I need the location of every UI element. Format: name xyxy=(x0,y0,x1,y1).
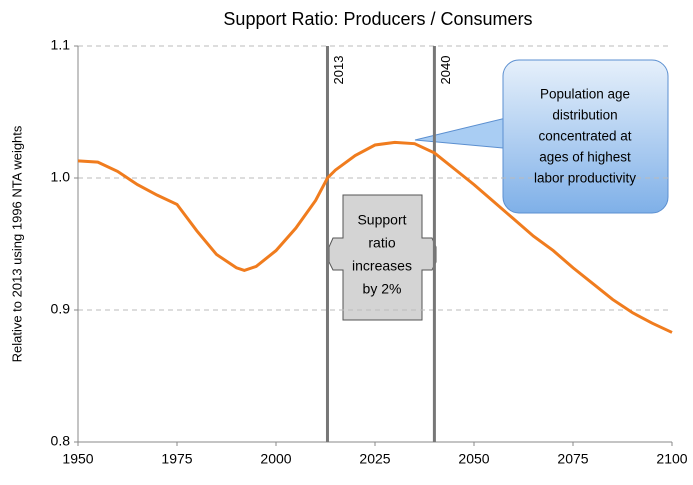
callout-text: distribution xyxy=(552,108,617,123)
note-text: by 2% xyxy=(363,281,402,297)
note-text: increases xyxy=(352,258,412,274)
x-tick-label: 2100 xyxy=(656,451,687,467)
callout-text: Population age xyxy=(540,87,630,102)
note-text: Support xyxy=(357,212,406,228)
y-tick-label: 1.0 xyxy=(51,169,71,185)
y-tick-label: 0.9 xyxy=(51,301,71,317)
reference-label: 2013 xyxy=(331,56,346,85)
callout-pointer xyxy=(414,117,507,149)
note-text: ratio xyxy=(368,235,395,251)
x-tick-label: 1950 xyxy=(62,451,93,467)
y-tick-label: 1.1 xyxy=(51,37,71,53)
y-tick-label: 0.8 xyxy=(51,433,71,449)
x-tick-label: 2025 xyxy=(359,451,390,467)
data-line xyxy=(77,140,673,334)
y-axis-label: Relative to 2013 using 1996 NTA weights xyxy=(9,125,24,362)
x-tick-label: 2000 xyxy=(260,451,291,467)
x-tick-label: 2050 xyxy=(458,451,489,467)
note-box xyxy=(328,194,437,321)
x-tick-label: 2075 xyxy=(557,451,588,467)
callout-box xyxy=(502,59,669,214)
reference-label: 2040 xyxy=(438,56,453,85)
callout-text: concentrated at xyxy=(538,129,631,144)
callout-text: ages of highest xyxy=(539,150,631,165)
callout-text: labor productivity xyxy=(534,171,636,186)
x-tick-label: 1975 xyxy=(161,451,192,467)
chart-title: Support Ratio: Producers / Consumers xyxy=(223,9,532,29)
